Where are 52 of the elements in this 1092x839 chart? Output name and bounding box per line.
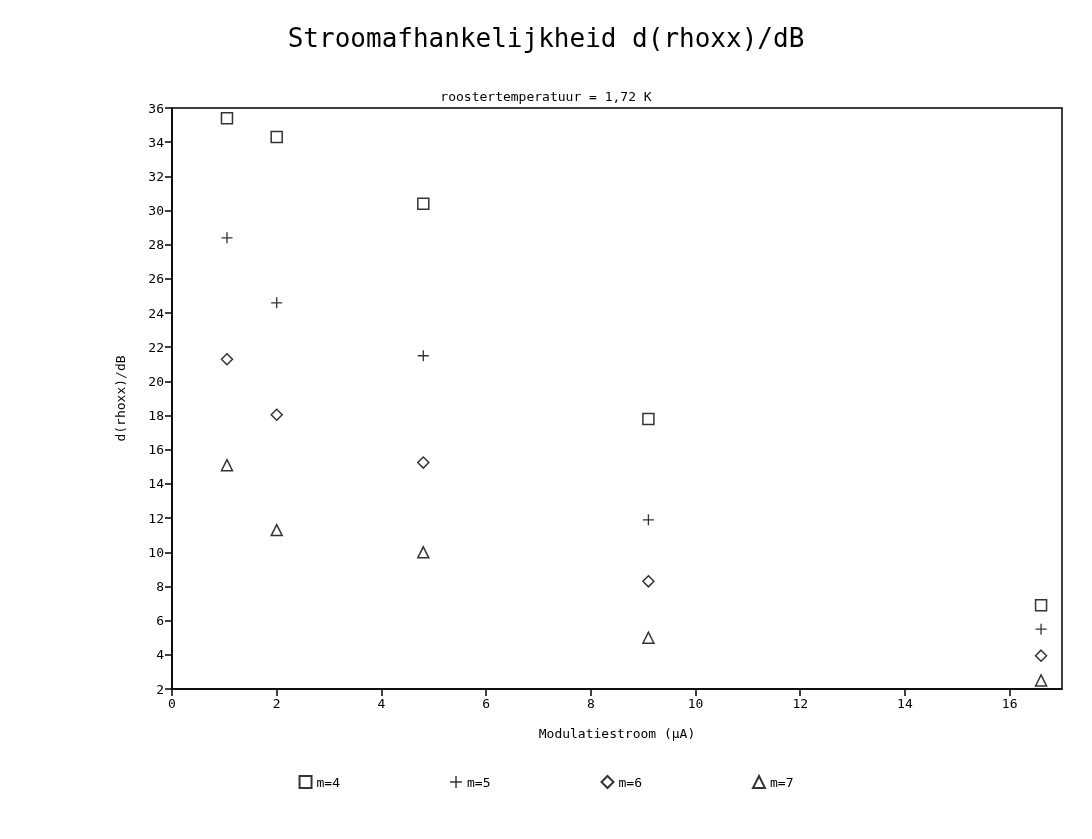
y-tick-label: 24	[148, 305, 165, 321]
y-tick-label: 34	[148, 134, 165, 150]
y-tick-label: 36	[148, 100, 164, 116]
legend-label: m=5	[467, 774, 491, 790]
y-tick-label: 20	[148, 373, 164, 389]
y-tick-label: 14	[148, 476, 165, 492]
x-tick-label: 4	[377, 696, 386, 711]
point	[1034, 649, 1048, 662]
x-tick-label: 14	[897, 696, 913, 711]
x-tick-label: 8	[586, 696, 595, 711]
y-tick-label: 16	[148, 442, 164, 458]
point	[270, 130, 283, 144]
point	[1034, 599, 1048, 612]
x-tick-label: 12	[792, 696, 809, 711]
point	[221, 232, 233, 244]
chart-title: Stroomafhankelijkheid d(rhoxx)/dB	[287, 23, 805, 53]
point	[270, 408, 283, 421]
x-tick-label: 2	[272, 696, 281, 711]
y-tick-label: 26	[148, 271, 164, 287]
legend-label: m=6	[618, 774, 642, 790]
y-tick-label: 8	[156, 578, 164, 594]
point	[220, 352, 234, 366]
y-axis-title: d(rhoxx)/dB	[113, 355, 128, 442]
point	[270, 523, 283, 537]
y-tick-label: 32	[148, 168, 164, 184]
point	[1035, 623, 1047, 635]
point	[417, 456, 430, 469]
point	[220, 458, 234, 472]
x-tick-label: 0	[168, 696, 176, 711]
chart-subtitle: roostertemperatuur = 1,72 K	[440, 89, 652, 104]
y-tick-label: 22	[148, 339, 164, 355]
x-axis-title: Modulatiestroom (μA)	[538, 726, 696, 741]
y-tick-label: 18	[148, 408, 164, 424]
x-tick-label: 10	[687, 696, 704, 711]
point	[642, 575, 655, 588]
point	[417, 546, 430, 559]
point	[220, 112, 234, 125]
y-tick-label: 4	[156, 647, 165, 663]
y-tick-label: 10	[148, 544, 164, 560]
point	[1034, 674, 1048, 687]
point	[642, 631, 655, 644]
x-tick-label: 6	[482, 696, 491, 711]
x-tick-label: 16	[1001, 696, 1018, 711]
y-tick-label: 2	[156, 681, 164, 697]
legend-label: m=4	[316, 774, 341, 790]
legend-label: m=7	[769, 774, 794, 790]
y-tick-label: 12	[148, 510, 164, 526]
point	[642, 412, 655, 426]
y-tick-label: 30	[148, 203, 164, 219]
y-tick-label: 28	[148, 237, 164, 253]
y-tick-label: 6	[156, 613, 164, 629]
point	[417, 197, 430, 210]
